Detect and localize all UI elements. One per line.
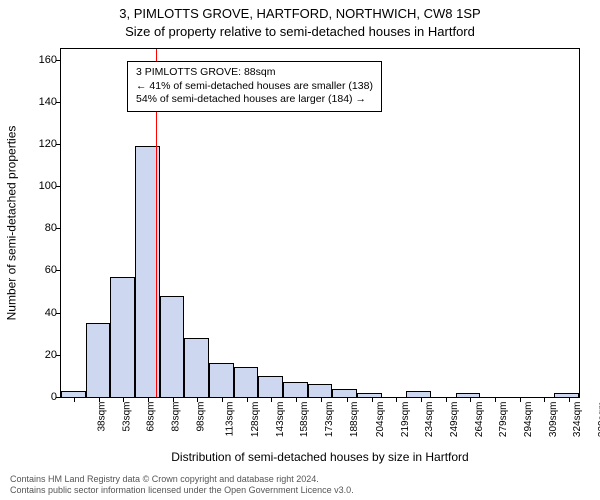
x-tick-label: 219sqm — [400, 402, 411, 438]
x-tick-mark — [347, 397, 348, 402]
x-tick-label: 204sqm — [375, 402, 386, 438]
x-tick-mark — [173, 397, 174, 402]
x-tick-mark — [296, 397, 297, 402]
histogram-bar — [234, 367, 259, 397]
x-tick-mark — [222, 397, 223, 402]
x-tick-mark — [197, 397, 198, 402]
x-tick-mark — [99, 397, 100, 402]
y-axis-label: Number of semi-detached properties — [2, 48, 20, 398]
x-tick-label: 234sqm — [425, 402, 436, 438]
annotation-line: 3 PIMLOTTS GROVE: 88sqm — [136, 66, 373, 80]
caption-line1: Contains HM Land Registry data © Crown c… — [10, 474, 590, 485]
x-tick-mark — [421, 397, 422, 402]
x-tick-label: 264sqm — [474, 402, 485, 438]
y-tick-label: 20 — [23, 349, 57, 361]
x-tick-label: 294sqm — [523, 402, 534, 438]
x-tick-mark — [148, 397, 149, 402]
x-tick-mark — [372, 397, 373, 402]
annotation-line: ← 41% of semi-detached houses are smalle… — [136, 80, 373, 94]
histogram-bar — [406, 391, 431, 397]
x-tick-label: 173sqm — [324, 402, 335, 438]
x-tick-label: 324sqm — [573, 402, 584, 438]
y-tick-mark — [56, 355, 61, 356]
y-tick-mark — [56, 186, 61, 187]
annotation-box: 3 PIMLOTTS GROVE: 88sqm← 41% of semi-det… — [127, 61, 382, 112]
histogram-bar — [160, 296, 185, 397]
plot-area: 02040608010012014016038sqm53sqm68sqm83sq… — [60, 48, 580, 398]
y-tick-label: 100 — [23, 180, 57, 192]
x-tick-mark — [495, 397, 496, 402]
y-tick-label: 140 — [23, 96, 57, 108]
histogram-bar — [86, 323, 111, 397]
x-tick-label: 143sqm — [275, 402, 286, 438]
x-tick-label: 53sqm — [121, 402, 132, 432]
y-tick-mark — [56, 397, 61, 398]
caption-line2: Contains public sector information licen… — [10, 485, 590, 496]
y-tick-mark — [56, 228, 61, 229]
x-tick-mark — [520, 397, 521, 402]
chart-container: 3, PIMLOTTS GROVE, HARTFORD, NORTHWICH, … — [0, 0, 600, 500]
histogram-bar — [258, 376, 283, 397]
histogram-bar — [184, 338, 209, 397]
x-tick-label: 98sqm — [195, 402, 206, 432]
x-tick-label: 128sqm — [250, 402, 261, 438]
x-tick-label: 83sqm — [171, 402, 182, 432]
histogram-bar — [357, 393, 382, 397]
histogram-bar — [209, 363, 234, 397]
x-tick-label: 158sqm — [300, 402, 311, 438]
y-tick-label: 60 — [23, 264, 57, 276]
x-tick-mark — [569, 397, 570, 402]
y-tick-label: 80 — [23, 222, 57, 234]
x-tick-mark — [396, 397, 397, 402]
y-tick-label: 0 — [23, 391, 57, 403]
x-axis-label: Distribution of semi-detached houses by … — [60, 450, 580, 464]
x-tick-label: 68sqm — [146, 402, 157, 432]
x-tick-mark — [544, 397, 545, 402]
y-tick-mark — [56, 102, 61, 103]
histogram-bar — [308, 384, 333, 397]
histogram-bar — [283, 382, 308, 397]
chart-title-line2: Size of property relative to semi-detach… — [0, 24, 600, 39]
y-tick-label: 160 — [23, 54, 57, 66]
y-tick-mark — [56, 144, 61, 145]
x-tick-mark — [247, 397, 248, 402]
y-tick-mark — [56, 270, 61, 271]
x-tick-mark — [74, 397, 75, 402]
x-tick-label: 38sqm — [97, 402, 108, 432]
x-tick-mark — [470, 397, 471, 402]
x-tick-label: 188sqm — [349, 402, 360, 438]
x-tick-mark — [123, 397, 124, 402]
y-tick-mark — [56, 60, 61, 61]
chart-title-line1: 3, PIMLOTTS GROVE, HARTFORD, NORTHWICH, … — [0, 6, 600, 21]
histogram-bar — [554, 393, 579, 397]
x-tick-mark — [321, 397, 322, 402]
x-tick-mark — [271, 397, 272, 402]
y-tick-label: 120 — [23, 138, 57, 150]
histogram-bar — [332, 389, 357, 397]
histogram-bar — [456, 393, 481, 397]
histogram-bar — [110, 277, 135, 397]
y-tick-mark — [56, 313, 61, 314]
annotation-line: 54% of semi-detached houses are larger (… — [136, 93, 373, 107]
x-tick-label: 113sqm — [225, 402, 236, 437]
y-tick-label: 40 — [23, 307, 57, 319]
caption: Contains HM Land Registry data © Crown c… — [10, 474, 590, 496]
x-tick-mark — [446, 397, 447, 402]
x-tick-label: 279sqm — [499, 402, 510, 438]
x-tick-label: 309sqm — [548, 402, 559, 438]
x-tick-label: 249sqm — [449, 402, 460, 438]
